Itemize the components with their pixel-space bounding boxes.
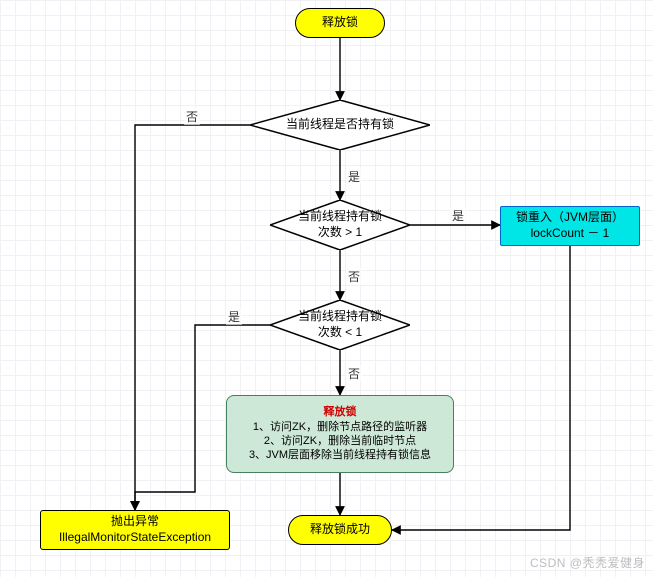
node-start-label: 释放锁 <box>322 15 358 31</box>
node-exception-line2: IllegalMonitorStateException <box>59 530 211 546</box>
node-release-l2: 2、访问ZK，删除当前临时节点 <box>264 434 416 448</box>
decision-holds-lock: 当前线程是否持有锁 <box>250 100 430 150</box>
node-success-label: 释放锁成功 <box>310 522 370 538</box>
node-exception-line1: 抛出异常 <box>111 514 159 530</box>
node-reentry-line2: lockCount － 1 <box>531 226 610 242</box>
node-start: 释放锁 <box>295 8 385 38</box>
node-exception: 抛出异常 IllegalMonitorStateException <box>40 510 230 550</box>
node-reentry: 锁重入（JVM层面） lockCount － 1 <box>500 206 640 246</box>
edge-label-d1-no: 否 <box>184 108 200 125</box>
node-reentry-line1: 锁重入（JVM层面） <box>516 210 624 226</box>
node-release-l1: 1、访问ZK，删除节点路径的监听器 <box>253 420 427 434</box>
decision-count-lt1: 当前线程持有锁 次数 < 1 <box>270 300 410 350</box>
decision-count-gt1-line1: 当前线程持有锁 <box>298 209 382 225</box>
edge-label-d3-yes: 是 <box>226 308 242 325</box>
decision-holds-lock-label: 当前线程是否持有锁 <box>286 117 394 133</box>
edge-label-d2-no: 否 <box>346 268 362 285</box>
node-release-title: 释放锁 <box>324 405 357 419</box>
flow-arrows <box>0 0 653 577</box>
decision-count-gt1-line2: 次数 > 1 <box>318 225 362 241</box>
node-release: 释放锁 1、访问ZK，删除节点路径的监听器 2、访问ZK，删除当前临时节点 3、… <box>226 395 454 473</box>
edge-label-d1-yes: 是 <box>346 168 362 185</box>
edge-label-d2-yes: 是 <box>450 207 466 224</box>
decision-count-gt1: 当前线程持有锁 次数 > 1 <box>270 200 410 250</box>
watermark: CSDN @秃秃爱健身 <box>530 554 645 571</box>
node-success: 释放锁成功 <box>288 515 392 545</box>
edge-label-d3-no: 否 <box>346 365 362 382</box>
decision-count-lt1-line2: 次数 < 1 <box>318 325 362 341</box>
decision-count-lt1-line1: 当前线程持有锁 <box>298 309 382 325</box>
node-release-l3: 3、JVM层面移除当前线程持有锁信息 <box>249 448 431 462</box>
